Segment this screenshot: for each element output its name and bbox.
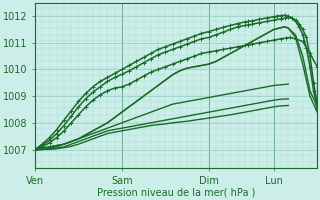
X-axis label: Pression niveau de la mer( hPa ): Pression niveau de la mer( hPa ) bbox=[97, 187, 255, 197]
